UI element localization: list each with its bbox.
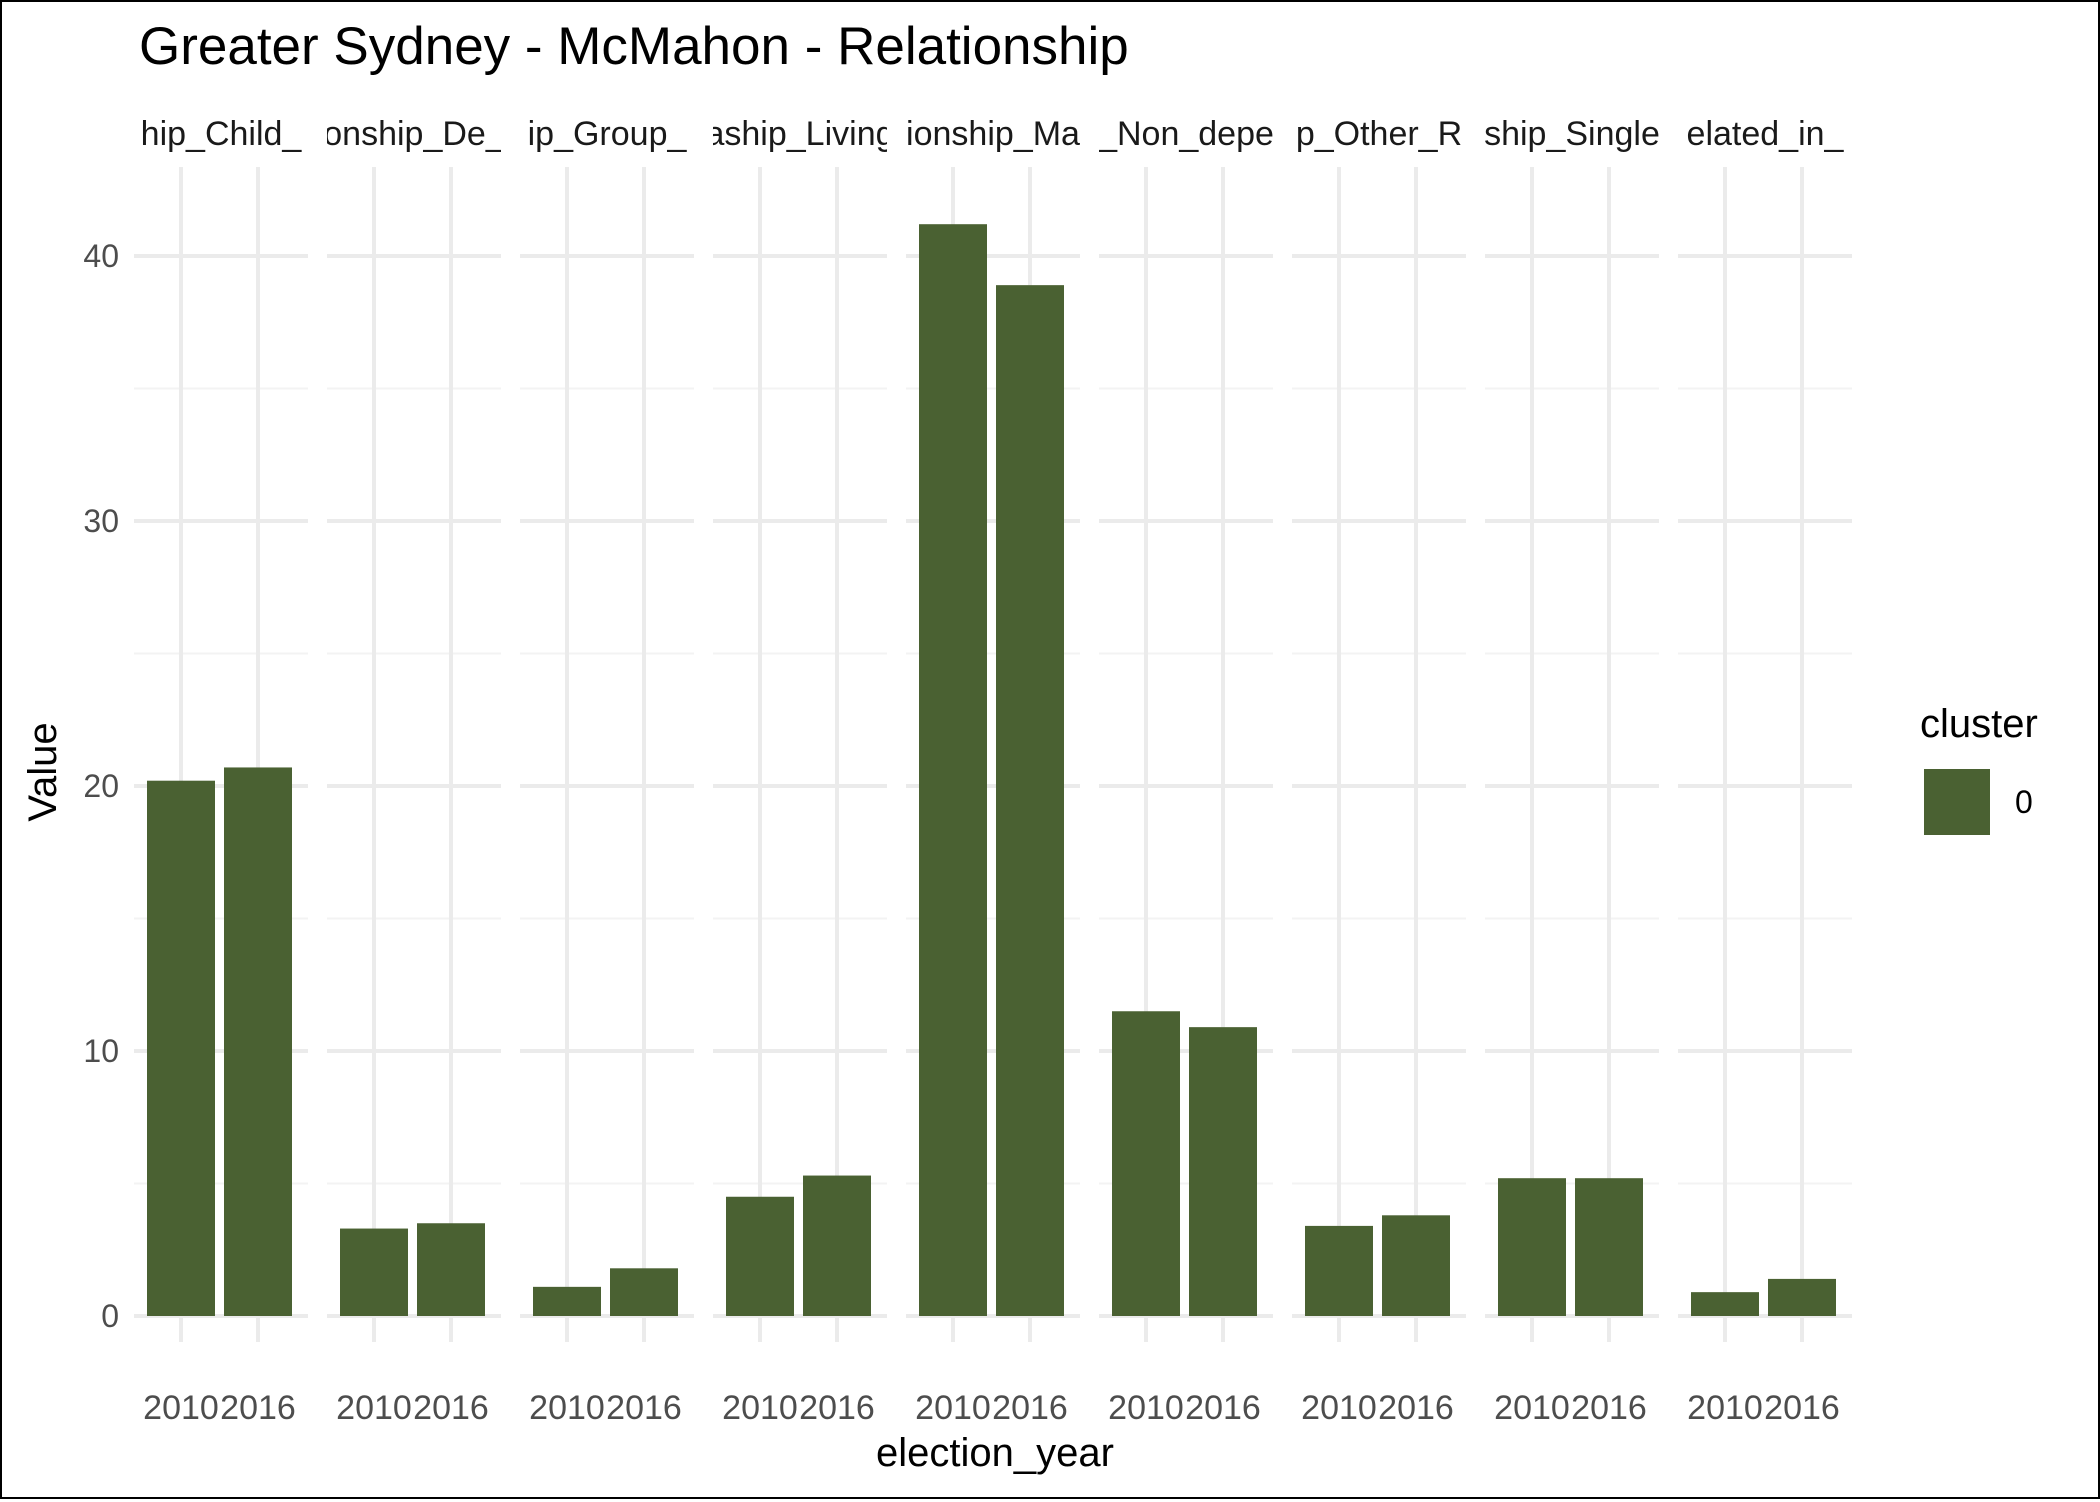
chart-title: Greater Sydney - McMahon - Relationship (139, 17, 1129, 76)
bar-2016 (1382, 1215, 1450, 1316)
bar-2016 (1768, 1278, 1836, 1316)
legend-title: cluster (1920, 702, 2038, 746)
facet-strip-label: elated_in_ (1687, 115, 1845, 153)
facet-strip-label: onship_De_ (323, 115, 506, 153)
bar-2010 (533, 1286, 601, 1316)
bar-2016 (1189, 1027, 1257, 1316)
x-tick-label: 2016 (992, 1389, 1068, 1427)
facet-strip-label: _Non_depe (1097, 115, 1274, 153)
y-tick-label: 30 (83, 503, 119, 539)
bar-2010 (1112, 1011, 1180, 1316)
legend: cluster 0 (1920, 702, 2038, 835)
x-tick-label: 2010 (722, 1389, 798, 1427)
y-axis: 0 10 20 30 40 (83, 238, 119, 1334)
bar-2010 (147, 780, 215, 1316)
bar-2016 (803, 1175, 871, 1316)
legend-key-swatch (1924, 769, 1990, 835)
bar-2016 (610, 1268, 678, 1316)
facet-strip-label: p_Other_R (1296, 115, 1462, 153)
x-tick-label: 2010 (1108, 1389, 1184, 1427)
facet-panel: 2010 2016 aship_Living (705, 115, 894, 1427)
x-tick-label: 2016 (220, 1389, 296, 1427)
facet-panel: 2010 2016 elated_in_ (1678, 115, 1852, 1427)
bar-2016 (1575, 1178, 1643, 1316)
bar-2010 (726, 1196, 794, 1316)
bar-2010 (1498, 1178, 1566, 1316)
facet-strip-label: hip_Child_ (141, 115, 303, 153)
facet-strip-label: ionship_Ma (906, 115, 1080, 153)
x-tick-label: 2010 (529, 1389, 605, 1427)
x-tick-label: 2010 (1301, 1389, 1377, 1427)
bar-2016 (224, 767, 292, 1316)
bar-2016 (996, 285, 1064, 1316)
x-tick-label: 2016 (1571, 1389, 1647, 1427)
x-axis-title: election_year (876, 1431, 1114, 1475)
x-tick-label: 2016 (413, 1389, 489, 1427)
y-axis-title: Value (21, 722, 65, 821)
facet-panel: 2010 2016 ship_Single (1484, 115, 1660, 1427)
facet-panel: 2010 2016 hip_Child_ (134, 115, 308, 1427)
x-tick-label: 2016 (1185, 1389, 1261, 1427)
facet-panel: 2010 2016 ip_Group_ (520, 115, 694, 1427)
x-tick-label: 2016 (1378, 1389, 1454, 1427)
bar-2010 (1305, 1225, 1373, 1316)
facet-panel: 2010 2016 p_Other_R (1292, 115, 1466, 1427)
x-tick-label: 2016 (606, 1389, 682, 1427)
y-tick-label: 40 (83, 238, 119, 274)
facet-strip-label: ship_Single (1484, 115, 1660, 153)
legend-label: 0 (2015, 784, 2033, 820)
y-tick-label: 20 (83, 768, 119, 804)
bar-2010 (1691, 1292, 1759, 1316)
bar-2010 (919, 224, 987, 1317)
x-tick-label: 2010 (915, 1389, 991, 1427)
facet-panel: 2010 2016 _Non_depe (1097, 115, 1274, 1427)
x-tick-label: 2010 (336, 1389, 412, 1427)
facet-strip-label: ip_Group_ (528, 115, 688, 153)
y-tick-label: 0 (101, 1298, 119, 1334)
facet-strip-label: aship_Living (705, 115, 894, 153)
x-tick-label: 2010 (1494, 1389, 1570, 1427)
bar-2010 (340, 1228, 408, 1316)
x-tick-label: 2010 (143, 1389, 219, 1427)
x-tick-label: 2016 (799, 1389, 875, 1427)
y-tick-label: 10 (83, 1033, 119, 1069)
x-tick-label: 2016 (1764, 1389, 1840, 1427)
facet-panel: 2010 2016 onship_De_ (323, 115, 506, 1427)
x-tick-label: 2010 (1687, 1389, 1763, 1427)
bar-2016 (417, 1223, 485, 1316)
facet-panel: 2010 2016 ionship_Ma (906, 115, 1080, 1427)
